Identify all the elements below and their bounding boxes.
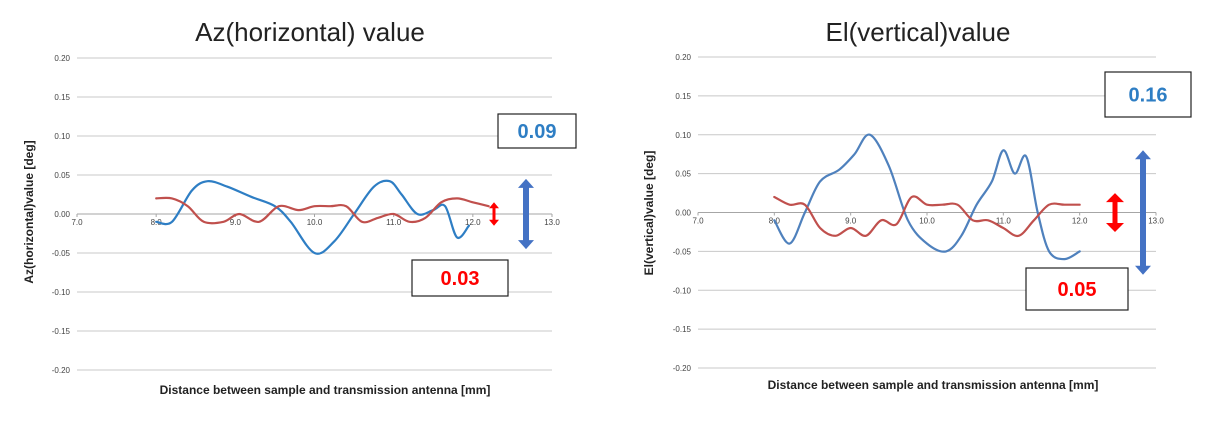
az-plot-area: 0.20 0.15 0.10 0.05 0.00 -0.05 -0.10 -0.15 -0.20…: [52, 54, 561, 375]
az-y-tick-label: 0.05: [54, 171, 70, 180]
el-y-axis-label: El(vertical)value [deg]: [642, 151, 656, 276]
az-x-tick-label: 7.0: [71, 218, 83, 227]
az-x-tick-label: 13.0: [544, 218, 560, 227]
az-y-axis-label: Az(horizontal)value [deg]: [22, 140, 36, 283]
az-y-tick-label: 0.10: [54, 132, 70, 141]
az-x-tick-label: 12.0: [465, 218, 481, 227]
el-series-line-2: [773, 195, 1081, 238]
az-range-arrow-1: [518, 178, 534, 250]
el-range-label-2: 0.05: [1058, 279, 1097, 301]
el-range-label-box-1: [1104, 71, 1192, 118]
az-x-axis-label: Distance between sample and transmission…: [160, 383, 491, 397]
el-y-tick-label: 0.05: [675, 170, 691, 179]
el-y-tick-label: -0.10: [673, 286, 692, 295]
el-y-tick-label: 0.10: [675, 131, 691, 140]
el-y-tick-label: 0.20: [675, 53, 691, 62]
az-y-tick-label: -0.10: [52, 288, 71, 297]
el-y-tick-label: 0.00: [675, 209, 691, 218]
el-x-tick-label: 11.0: [996, 217, 1012, 226]
az-chart-title: Az(horizontal) value: [195, 17, 425, 47]
az-range-label-1: 0.09: [518, 121, 557, 143]
el-y-tick-label: -0.05: [673, 247, 692, 256]
el-y-tick-label: -0.20: [673, 364, 692, 373]
az-y-tick-label: -0.05: [52, 249, 71, 258]
az-y-tick-label: -0.20: [52, 366, 71, 375]
el-range-arrow-2: [1106, 193, 1124, 232]
az-range-label-box-1: [497, 113, 577, 149]
el-range-label-1: 0.16: [1129, 85, 1168, 107]
az-range-arrow-2: [489, 202, 499, 226]
el-range-arrow-1: [1135, 150, 1151, 275]
az-x-tick-label: 10.0: [307, 218, 323, 227]
el-annotations: 0.16 0.05: [1025, 71, 1192, 311]
az-range-label-2: 0.03: [441, 268, 480, 290]
el-chart-title: El(vertical)value: [826, 17, 1011, 47]
el-x-tick-label: 10.0: [919, 217, 935, 226]
el-y-tick-label: 0.15: [675, 92, 691, 101]
az-x-tick-label: 9.0: [230, 218, 242, 227]
az-annotations: 0.09 0.03: [411, 113, 577, 297]
az-x-tick-label: 11.0: [386, 218, 402, 227]
el-chart: El(vertical)value El(vertical)value [deg…: [642, 17, 1192, 392]
az-y-tick-label: 0.00: [54, 210, 70, 219]
el-y-tick-label: -0.15: [673, 325, 692, 334]
el-x-tick-label: 12.0: [1072, 217, 1088, 226]
el-x-tick-label: 7.0: [692, 217, 704, 226]
el-range-label-box-2: [1025, 267, 1129, 311]
el-x-axis-label: Distance between sample and transmission…: [768, 378, 1099, 392]
el-x-tick-label: 9.0: [845, 217, 857, 226]
az-y-tick-label: 0.15: [54, 93, 70, 102]
az-series-line-2: [155, 196, 490, 225]
az-y-tick-label: -0.15: [52, 327, 71, 336]
el-x-tick-label: 13.0: [1148, 217, 1164, 226]
el-series-line-1: [773, 133, 1081, 261]
az-range-label-box-2: [411, 259, 509, 297]
az-y-tick-label: 0.20: [54, 54, 70, 63]
az-chart: Az(horizontal) value Az(horizontal)value…: [22, 17, 577, 397]
el-plot-area: 0.20 0.15 0.10 0.05 0.00 -0.05 -0.10 -0.15 -0.20…: [673, 53, 1165, 373]
